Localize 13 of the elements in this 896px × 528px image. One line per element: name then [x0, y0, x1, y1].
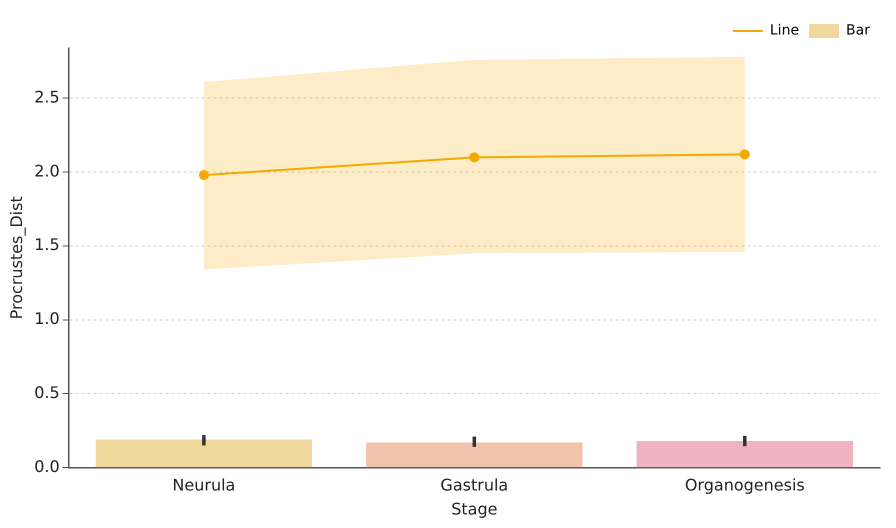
- x-tick-label: Gastrula: [440, 475, 508, 494]
- y-tick-label: 2.0: [34, 161, 60, 180]
- legend-label: Bar: [846, 22, 870, 39]
- y-tick-label: 2.5: [34, 87, 60, 106]
- y-tick-label: 0.5: [34, 382, 60, 402]
- y-tick-label: 1.5: [34, 235, 60, 254]
- legend-label: Line: [770, 22, 800, 39]
- y-tick-label: 0.0: [34, 456, 60, 476]
- y-tick-label: 1.0: [34, 309, 60, 328]
- x-axis-title: Stage: [451, 500, 498, 519]
- x-tick-label: Organogenesis: [684, 475, 805, 494]
- x-tick-label: Neurula: [172, 475, 236, 494]
- y-axis-title: Procrustes_Dist: [6, 196, 26, 320]
